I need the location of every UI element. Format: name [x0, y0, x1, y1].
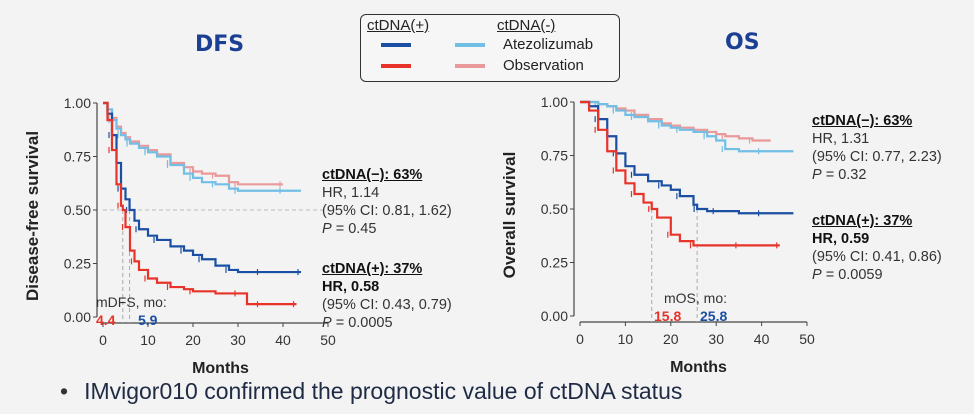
dfs-pos-p-prefix: P	[322, 315, 332, 331]
dfs-xtick-label: 10	[140, 332, 156, 348]
dfs-curve-pos_atezo	[103, 101, 301, 274]
dfs-ytick-label: 0.25	[64, 256, 91, 272]
os-pos-label: ctDNA(+): 37%	[812, 213, 913, 229]
dfs-curve-pos_obs	[103, 101, 297, 306]
os-ytick-label: 1.00	[541, 94, 568, 110]
os-pos-p-prefix: P	[812, 267, 822, 283]
dfs-ytick-label: 0.00	[64, 309, 91, 325]
os-median-label: mOS, mo:	[664, 290, 728, 306]
dfs-pos-p: P = 0.0005	[322, 314, 452, 332]
os-pos-block: ctDNA(+): 37% HR, 0.59 (95% CI: 0.41, 0.…	[812, 212, 942, 284]
dfs-curve-neg_atezo	[103, 101, 301, 192]
dfs-pos-hr: HR, 0.58	[322, 279, 380, 295]
legend-swatch-pos-obs	[381, 64, 411, 68]
os-xtick-label: 40	[754, 331, 770, 347]
os-title: OS	[725, 30, 760, 55]
legend-swatch-neg-atezo	[455, 43, 485, 47]
os-plot: 0.00 0.25 0.50 0.75 1.00 0 10 20 30 40 50 Months Ove…	[500, 94, 815, 376]
os-neg-label: ctDNA(−): 63%	[812, 113, 913, 129]
dfs-ylabel: Disease-free survival	[23, 131, 42, 301]
os-curve-neg_obs	[580, 100, 771, 142]
os-curve-pos_obs	[580, 100, 780, 247]
dfs-xtick-label: 0	[99, 332, 107, 348]
dfs-pos-block: ctDNA(+): 37% HR, 0.58 (95% CI: 0.43, 0.…	[322, 260, 452, 332]
dfs-xtick-label: 40	[275, 332, 291, 348]
bullet-point: • IMvigor010 confirmed the prognostic val…	[60, 378, 683, 404]
dfs-neg-hr: HR, 1.14	[322, 185, 380, 201]
legend-swatch-pos-atezo	[381, 43, 411, 47]
dfs-neg-label: ctDNA(−): 63%	[322, 167, 423, 183]
os-ylabel: Overall survival	[500, 152, 519, 279]
legend: ctDNA(+) ctDNA(-) Atezolizumab Observati…	[360, 14, 620, 82]
dfs-plot: 0.00 0.25 0.50 0.75 1.00 0 10 20 30 40 50 Months Dis…	[23, 95, 336, 377]
dfs-ytick-label: 1.00	[64, 95, 91, 111]
os-xtick-label: 50	[799, 331, 815, 347]
os-pos-ci: (95% CI: 0.41, 0.86)	[812, 249, 942, 265]
os-xtick-label: 10	[618, 331, 634, 347]
dfs-xlabel: Months	[192, 360, 249, 377]
os-neg-p-prefix: P	[812, 167, 822, 183]
dfs-neg-block: ctDNA(−): 63% HR, 1.14 (95% CI: 0.81, 1.…	[322, 166, 452, 238]
os-curve-neg_atezo	[580, 100, 794, 153]
dfs-neg-p: P = 0.45	[322, 220, 452, 238]
dfs-neg-p-prefix: P	[322, 221, 332, 237]
os-xtick-label: 0	[576, 331, 584, 347]
os-median-obs: 15.8	[654, 308, 682, 324]
os-xtick-label: 20	[663, 331, 679, 347]
os-ytick-label: 0.75	[541, 148, 568, 164]
dfs-ytick-label: 0.75	[64, 149, 91, 165]
dfs-xtick-label: 30	[230, 332, 246, 348]
os-pos-hr: HR, 0.59	[812, 231, 870, 247]
dfs-median-label: mDFS, mo:	[96, 294, 167, 310]
os-ytick-label: 0.25	[541, 255, 568, 271]
legend-swatch-neg-obs	[455, 64, 485, 68]
dfs-ytick-label: 0.50	[64, 202, 91, 218]
legend-row1: Atezolizumab	[503, 36, 594, 53]
os-neg-p: P = 0.32	[812, 166, 942, 184]
os-xlabel: Months	[670, 359, 727, 376]
bullet-text: IMvigor010 confirmed the prognostic valu…	[84, 378, 683, 404]
dfs-neg-ci: (95% CI: 0.81, 1.62)	[322, 203, 452, 219]
os-neg-p-value: = 0.32	[821, 167, 867, 183]
dfs-neg-p-value: = 0.45	[331, 221, 377, 237]
os-pos-p-value: = 0.0059	[821, 267, 883, 283]
dfs-xtick-label: 50	[320, 332, 336, 348]
os-neg-block: ctDNA(−): 63% HR, 1.31 (95% CI: 0.77, 2.…	[812, 112, 942, 184]
os-xtick-label: 30	[708, 331, 724, 347]
km-plots: 0.00 0.25 0.50 0.75 1.00 0 10 20 30 40 50 Months Dis…	[23, 94, 815, 377]
dfs-title: DFS	[195, 32, 245, 57]
os-ytick-label: 0.50	[541, 201, 568, 217]
os-neg-hr: HR, 1.31	[812, 131, 870, 147]
dfs-xtick-label: 20	[185, 332, 201, 348]
os-curve-pos_atezo	[580, 100, 794, 215]
dfs-median-atezo: 5.9	[138, 312, 158, 328]
dfs-pos-ci: (95% CI: 0.43, 0.79)	[322, 297, 452, 313]
os-ytick-label: 0.00	[541, 308, 568, 324]
legend-neg-header: ctDNA(-)	[497, 17, 556, 34]
dfs-pos-p-value: = 0.0005	[331, 315, 393, 331]
os-median-atezo: 25.8	[700, 308, 728, 324]
legend-pos-header: ctDNA(+)	[367, 17, 430, 34]
legend-row2: Observation	[503, 57, 584, 74]
os-neg-ci: (95% CI: 0.77, 2.23)	[812, 149, 942, 165]
dfs-median-obs: 4.4	[96, 312, 116, 328]
dfs-pos-label: ctDNA(+): 37%	[322, 261, 423, 277]
os-pos-p: P = 0.0059	[812, 266, 942, 284]
